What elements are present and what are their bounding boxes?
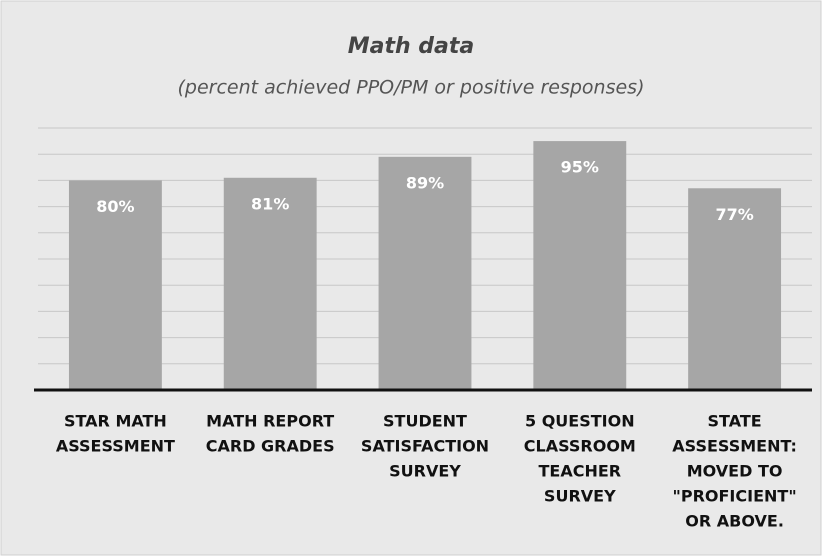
- value-label: 95%: [561, 158, 599, 177]
- value-label: 77%: [715, 205, 753, 224]
- bar: [378, 156, 472, 390]
- x-tick-label: 5 QUESTION: [525, 412, 635, 431]
- bar: [68, 180, 162, 390]
- x-tick-label: MATH REPORT: [206, 412, 334, 431]
- value-label: 89%: [406, 173, 444, 192]
- x-tick-label: CLASSROOM: [524, 437, 636, 456]
- x-tick-label: STAR MATH: [64, 412, 167, 431]
- x-tick-label: SURVEY: [389, 462, 461, 481]
- x-tick-label: "PROFICIENT": [673, 487, 797, 506]
- value-label: 81%: [251, 194, 289, 213]
- bar: [223, 177, 317, 390]
- x-tick-label: SATISFACTION: [361, 437, 489, 456]
- x-tick-label: ASSESSMENT:: [672, 437, 797, 456]
- x-tick-label: OR ABOVE.: [685, 512, 784, 531]
- x-tick-label: STATE: [708, 412, 762, 431]
- value-label: 80%: [96, 197, 134, 216]
- chart-title: Math data: [348, 34, 475, 59]
- bar: [533, 141, 627, 390]
- x-tick-label: SURVEY: [544, 487, 616, 506]
- bar: [688, 188, 782, 390]
- x-tick-label: ASSESSMENT: [56, 437, 175, 456]
- x-tick-label: CARD GRADES: [206, 437, 335, 456]
- chart-subtitle: (percent achieved PPO/PM or positive res…: [177, 77, 644, 99]
- x-tick-label: MOVED TO: [687, 462, 783, 481]
- x-tick-label: STUDENT: [383, 412, 467, 431]
- x-tick-label: TEACHER: [538, 462, 621, 481]
